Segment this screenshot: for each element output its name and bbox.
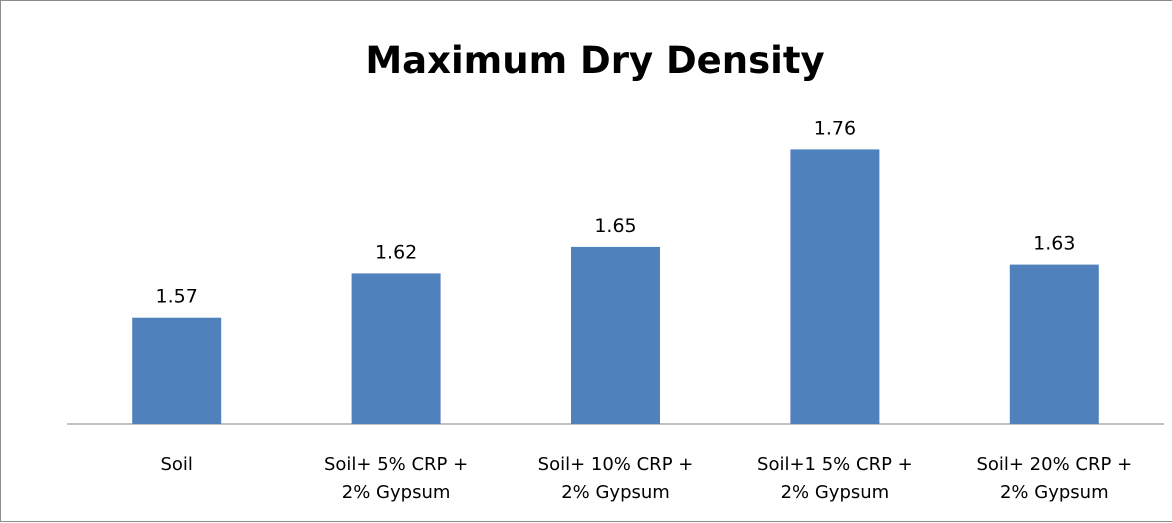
data-label-2: 1.62: [375, 241, 417, 263]
value-labels-group: 1.57 1.62 1.65 1.76 1.63: [156, 117, 1076, 307]
x-tick-label-4-line-2: 2% Gypsum: [781, 482, 890, 503]
data-label-1: 1.57: [156, 286, 198, 308]
bar-3: [571, 246, 660, 424]
chart-title: Maximum Dry Density: [365, 39, 824, 82]
x-tick-label-3-line-2: 2% Gypsum: [561, 482, 670, 503]
x-tick-label-2-line-1: Soil+ 5% CRP +: [324, 454, 468, 475]
bars-group: [132, 149, 1099, 424]
bar-1: [132, 317, 222, 424]
x-tick-label-5-line-1: Soil+ 20% CRP +: [976, 454, 1132, 475]
x-tick-label-2-line-2: 2% Gypsum: [342, 482, 451, 503]
x-tick-label-5-line-2: 2% Gypsum: [1000, 482, 1109, 503]
x-tick-label-1-line-1: Soil: [160, 454, 192, 475]
tick-labels-group: Soil Soil+ 5% CRP + 2% Gypsum Soil+ 10% CRP…: [160, 454, 1132, 503]
bar-4: [790, 149, 880, 424]
bar-5: [1009, 264, 1099, 424]
x-tick-label-4-line-1: Soil+1 5% CRP +: [757, 454, 913, 475]
data-label-5: 1.63: [1033, 233, 1075, 255]
bar-2: [351, 273, 441, 424]
data-label-3: 1.65: [594, 215, 636, 237]
x-tick-label-3-line-1: Soil+ 10% CRP +: [538, 454, 694, 475]
data-label-4: 1.76: [814, 117, 856, 139]
